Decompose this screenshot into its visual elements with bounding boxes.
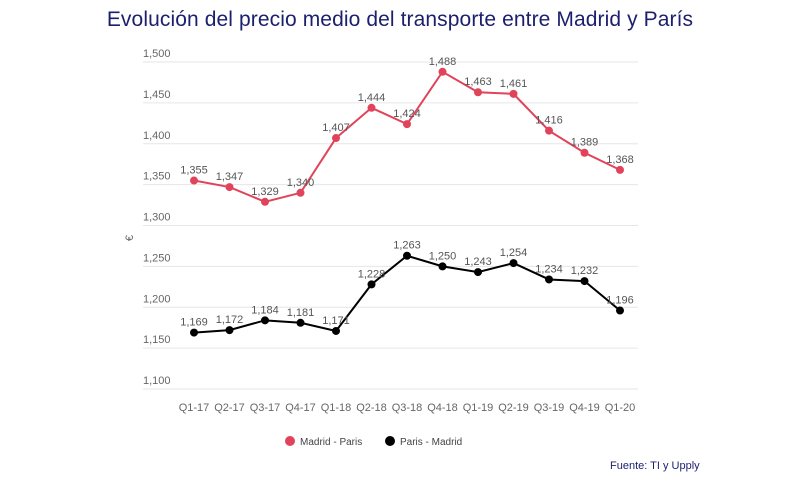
data-point <box>261 197 269 206</box>
legend-marker <box>285 436 295 446</box>
data-label: 1,347 <box>216 171 244 183</box>
data-point <box>509 259 518 268</box>
data-point <box>367 280 376 289</box>
data-point <box>438 67 447 76</box>
x-tick-label: Q1-20 <box>605 402 636 414</box>
data-label: 1,368 <box>606 154 634 166</box>
x-tick-label: Q1-17 <box>179 402 210 414</box>
x-tick-label: Q3-18 <box>392 402 423 414</box>
y-tick-label: 1,100 <box>143 375 171 387</box>
data-label: 1,355 <box>180 165 208 177</box>
data-label: 1,329 <box>251 186 279 198</box>
data-label: 1,263 <box>393 240 421 252</box>
data-point <box>438 262 447 271</box>
x-tick-label: Q4-17 <box>285 402 316 414</box>
data-point <box>580 277 589 286</box>
chart-title: Evolución del precio medio del transport… <box>106 8 694 31</box>
data-label: 1,169 <box>180 317 208 329</box>
data-point <box>545 275 553 284</box>
data-label: 1,250 <box>429 250 457 262</box>
data-label: 1,171 <box>322 315 350 327</box>
data-point <box>225 326 234 335</box>
data-label: 1,416 <box>535 115 563 127</box>
data-point <box>403 120 411 129</box>
data-label: 1,243 <box>464 256 492 268</box>
data-label: 1,444 <box>358 92 386 104</box>
y-tick-label: 1,150 <box>143 334 171 346</box>
data-point <box>474 268 482 277</box>
data-point <box>190 328 198 337</box>
y-tick-label: 1,500 <box>143 48 171 60</box>
x-tick-label: Q2-18 <box>356 402 387 414</box>
data-label: 1,172 <box>216 314 244 326</box>
x-tick-label: Q2-19 <box>498 402 529 414</box>
y-tick-label: 1,300 <box>143 212 171 224</box>
data-point <box>332 134 340 143</box>
y-axis-label: € <box>124 235 136 241</box>
data-point <box>332 326 340 335</box>
x-tick-label: Q2-17 <box>214 402 245 414</box>
data-point <box>261 316 269 325</box>
data-point <box>616 165 624 174</box>
data-point <box>403 251 411 260</box>
data-label: 1,234 <box>535 263 563 275</box>
data-label: 1,461 <box>500 78 528 90</box>
y-tick-label: 1,450 <box>143 89 171 101</box>
data-point <box>545 126 553 135</box>
data-point <box>190 176 198 185</box>
data-point <box>296 318 305 327</box>
data-label: 1,232 <box>571 265 599 277</box>
series-line-madrid-paris <box>193 70 621 203</box>
data-label: 1,228 <box>358 268 386 280</box>
y-tick-label: 1,400 <box>143 130 171 142</box>
data-label: 1,389 <box>571 137 599 149</box>
data-label: 1,181 <box>287 307 315 319</box>
data-point <box>474 88 482 97</box>
x-tick-label: Q1-18 <box>321 402 352 414</box>
legend-label: Paris - Madrid <box>400 437 462 448</box>
legend-marker <box>385 436 395 446</box>
data-label: 1,184 <box>251 304 279 316</box>
data-point <box>616 306 624 315</box>
data-label: 1,463 <box>464 76 492 88</box>
data-label: 1,488 <box>429 56 457 68</box>
data-point <box>296 188 305 197</box>
data-point <box>225 183 234 192</box>
y-tick-label: 1,200 <box>143 293 171 305</box>
data-label: 1,254 <box>500 247 528 259</box>
x-tick-label: Q3-19 <box>534 402 565 414</box>
data-label: 1,340 <box>287 177 315 189</box>
x-tick-label: Q4-19 <box>569 402 600 414</box>
x-tick-label: Q1-19 <box>463 402 494 414</box>
data-label: 1,407 <box>322 122 350 134</box>
source-note: Fuente: TI y Upply <box>610 460 700 472</box>
data-point <box>367 103 376 112</box>
y-tick-label: 1,250 <box>143 252 171 264</box>
x-tick-label: Q4-18 <box>427 402 458 414</box>
data-point <box>509 89 518 98</box>
data-label: 1,424 <box>393 108 421 120</box>
x-tick-label: Q3-17 <box>250 402 281 414</box>
y-tick-label: 1,350 <box>143 171 171 183</box>
data-point <box>580 148 589 157</box>
legend-label: Madrid - Paris <box>300 437 362 448</box>
data-label: 1,196 <box>606 295 634 307</box>
